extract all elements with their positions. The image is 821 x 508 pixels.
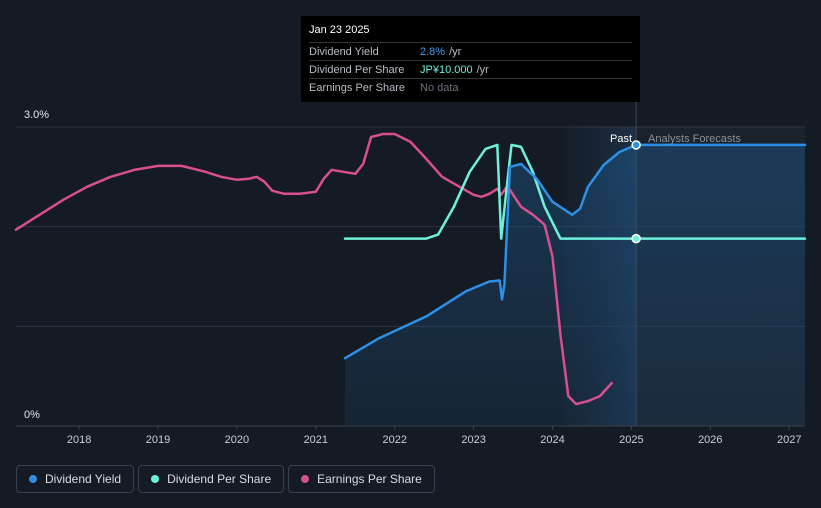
tooltip-row-unit: /yr (449, 45, 462, 58)
dividend-yield-marker (631, 140, 641, 150)
legend-item-dividend-per-share[interactable]: Dividend Per Share (138, 465, 285, 493)
y-label-bottom: 0% (24, 409, 40, 421)
tooltip-row-label: Dividend Yield (309, 45, 379, 58)
tooltip-row-value: No data (420, 81, 459, 94)
x-tick-label: 2021 (304, 434, 328, 446)
legend-dot-icon (301, 475, 310, 483)
x-tick-label: 2024 (540, 434, 564, 446)
dividend-per-share-marker (631, 233, 641, 244)
dividend-yield-line (343, 143, 807, 360)
forecast-label: Analysts Forecasts (648, 133, 741, 145)
tooltip-row-unit: /yr (476, 63, 489, 76)
x-tick-label: 2018 (67, 434, 91, 446)
y-label-top: 3.0% (24, 109, 49, 121)
legend-label: Earnings Per Share (317, 472, 422, 486)
tooltip-row-value: 2.8% (420, 45, 446, 58)
tooltip-row-dividend-per-share: Dividend Per Share JP¥10.000 /yr (309, 60, 632, 78)
tooltip-row-dividend-yield: Dividend Yield 2.8% /yr (309, 42, 632, 60)
dividend-per-share-line (343, 143, 807, 240)
tooltip: Jan 23 2025 Dividend Yield 2.8% /yr Divi… (301, 16, 640, 102)
legend-dot-icon (29, 475, 37, 483)
legend-label: Dividend Yield (45, 472, 122, 486)
x-tick-label: 2020 (225, 434, 249, 446)
tooltip-row-label: Earnings Per Share (309, 81, 405, 94)
x-tick-label: 2027 (777, 434, 801, 446)
x-tick-label: 2022 (382, 434, 406, 446)
x-tick-label: 2026 (698, 434, 722, 446)
tooltip-row-value: JP¥10.000 (420, 63, 473, 76)
past-label: Past (610, 133, 632, 145)
tooltip-row-label: Dividend Per Share (309, 63, 405, 76)
legend: Dividend Yield Dividend Per Share Earnin… (16, 465, 435, 493)
legend-item-dividend-yield[interactable]: Dividend Yield (16, 465, 135, 493)
legend-label: Dividend Per Share (167, 472, 272, 486)
dividend-yield-area (345, 144, 805, 426)
earnings-per-share-line (14, 132, 613, 406)
tooltip-row-earnings-per-share: Earnings Per Share No data (309, 78, 632, 96)
legend-item-earnings-per-share[interactable]: Earnings Per Share (288, 465, 435, 493)
x-tick-label: 2019 (146, 434, 170, 446)
x-tick-label: 2025 (619, 434, 643, 446)
legend-dot-icon (151, 475, 160, 483)
tooltip-date: Jan 23 2025 (309, 24, 370, 36)
x-tick-label: 2023 (461, 434, 485, 446)
